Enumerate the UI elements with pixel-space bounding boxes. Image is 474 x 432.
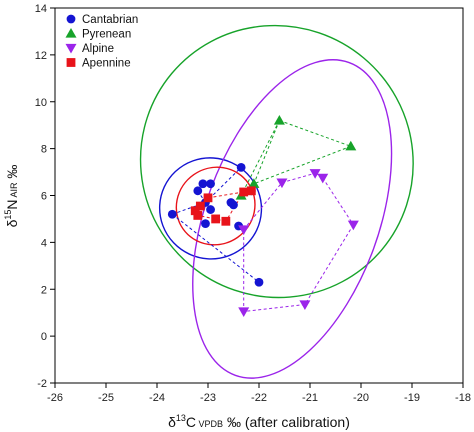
point-apennine: [221, 216, 231, 226]
point-alpine: [238, 225, 250, 235]
point-pyrenean: [248, 178, 260, 188]
x-tick-label: -24: [149, 392, 165, 404]
point-pyrenean: [345, 140, 357, 151]
x-tick-label: -22: [251, 392, 267, 404]
ellipse-pyrenean: [139, 24, 414, 299]
point-cantabrian: [167, 209, 177, 219]
point-alpine: [317, 173, 329, 184]
x-tick-label: -18: [455, 392, 471, 404]
y-tick-label: 2: [41, 284, 47, 296]
legend: Cantabrian Pyrenean Alpine Apennine: [65, 14, 138, 70]
connector-apennine: [197, 214, 226, 222]
point-apennine: [246, 186, 256, 196]
point-cantabrian: [254, 277, 264, 287]
x-tick-label: -23: [200, 392, 216, 404]
point-alpine: [276, 178, 288, 189]
y-tick-label: 14: [35, 3, 47, 15]
legend-label-pyrenean: Pyrenean: [82, 29, 131, 41]
x-tick-label: -20: [353, 392, 369, 404]
ellipses-layer: [139, 24, 414, 379]
y-tick-label: 10: [35, 97, 47, 109]
x-axis-title: δ13C VPDB ‰ (after calibration): [168, 413, 350, 430]
connector-pyrenean: [253, 120, 280, 184]
legend-label-alpine: Alpine: [82, 43, 114, 55]
x-tick-label: -25: [98, 392, 114, 404]
ellipse-apennine: [175, 166, 256, 246]
y-tick-label: -2: [37, 378, 47, 390]
connector-alpine: [304, 224, 354, 305]
connector-cantabrian: [171, 213, 260, 283]
ellipse-cantabrian: [158, 157, 263, 260]
point-cantabrian: [201, 219, 210, 229]
connector-pyrenean: [253, 145, 351, 185]
point-alpine: [299, 300, 311, 310]
legend-marker-pyrenean: [65, 28, 77, 38]
point-cantabrian: [206, 179, 215, 189]
x-tick-label: -21: [302, 392, 318, 404]
y-tick-label: 4: [41, 237, 47, 249]
x-tick-label: -19: [404, 392, 420, 404]
point-alpine: [238, 307, 250, 318]
connector-alpine: [281, 172, 316, 184]
point-apennine: [193, 211, 203, 220]
connector-apennine: [207, 191, 244, 199]
connector-alpine: [322, 177, 354, 226]
connector-alpine: [243, 303, 305, 313]
point-cantabrian: [198, 179, 208, 189]
point-pyrenean: [273, 115, 285, 125]
point-cantabrian: [206, 205, 215, 214]
point-apennine: [211, 214, 221, 224]
point-apennine: [203, 193, 213, 203]
y-tick-label: 8: [41, 144, 47, 156]
point-alpine: [347, 220, 359, 231]
y-tick-label: 12: [35, 50, 47, 62]
point-cantabrian: [236, 162, 246, 172]
y-tick-label: 6: [41, 191, 47, 203]
legend-marker-apennine: [66, 58, 76, 67]
point-alpine: [309, 169, 321, 179]
ellipse-alpine: [192, 59, 393, 379]
point-apennine: [239, 187, 249, 197]
legend-label-apennine: Apennine: [82, 58, 131, 70]
point-cantabrian: [193, 186, 203, 196]
x-tick-label: -26: [47, 392, 63, 404]
point-apennine: [190, 206, 200, 216]
y-axis-title: δ15N AIR ‰: [3, 165, 20, 228]
points-layer: [167, 115, 359, 318]
legend-label-cantabrian: Cantabrian: [82, 14, 138, 26]
connector-pyrenean: [279, 120, 351, 147]
point-apennine: [195, 201, 205, 211]
legend-marker-alpine: [65, 43, 77, 54]
legend-marker-cantabrian: [66, 14, 76, 24]
connector-alpine: [243, 182, 283, 230]
y-tick-label: 0: [41, 331, 47, 343]
point-cantabrian: [229, 200, 238, 210]
